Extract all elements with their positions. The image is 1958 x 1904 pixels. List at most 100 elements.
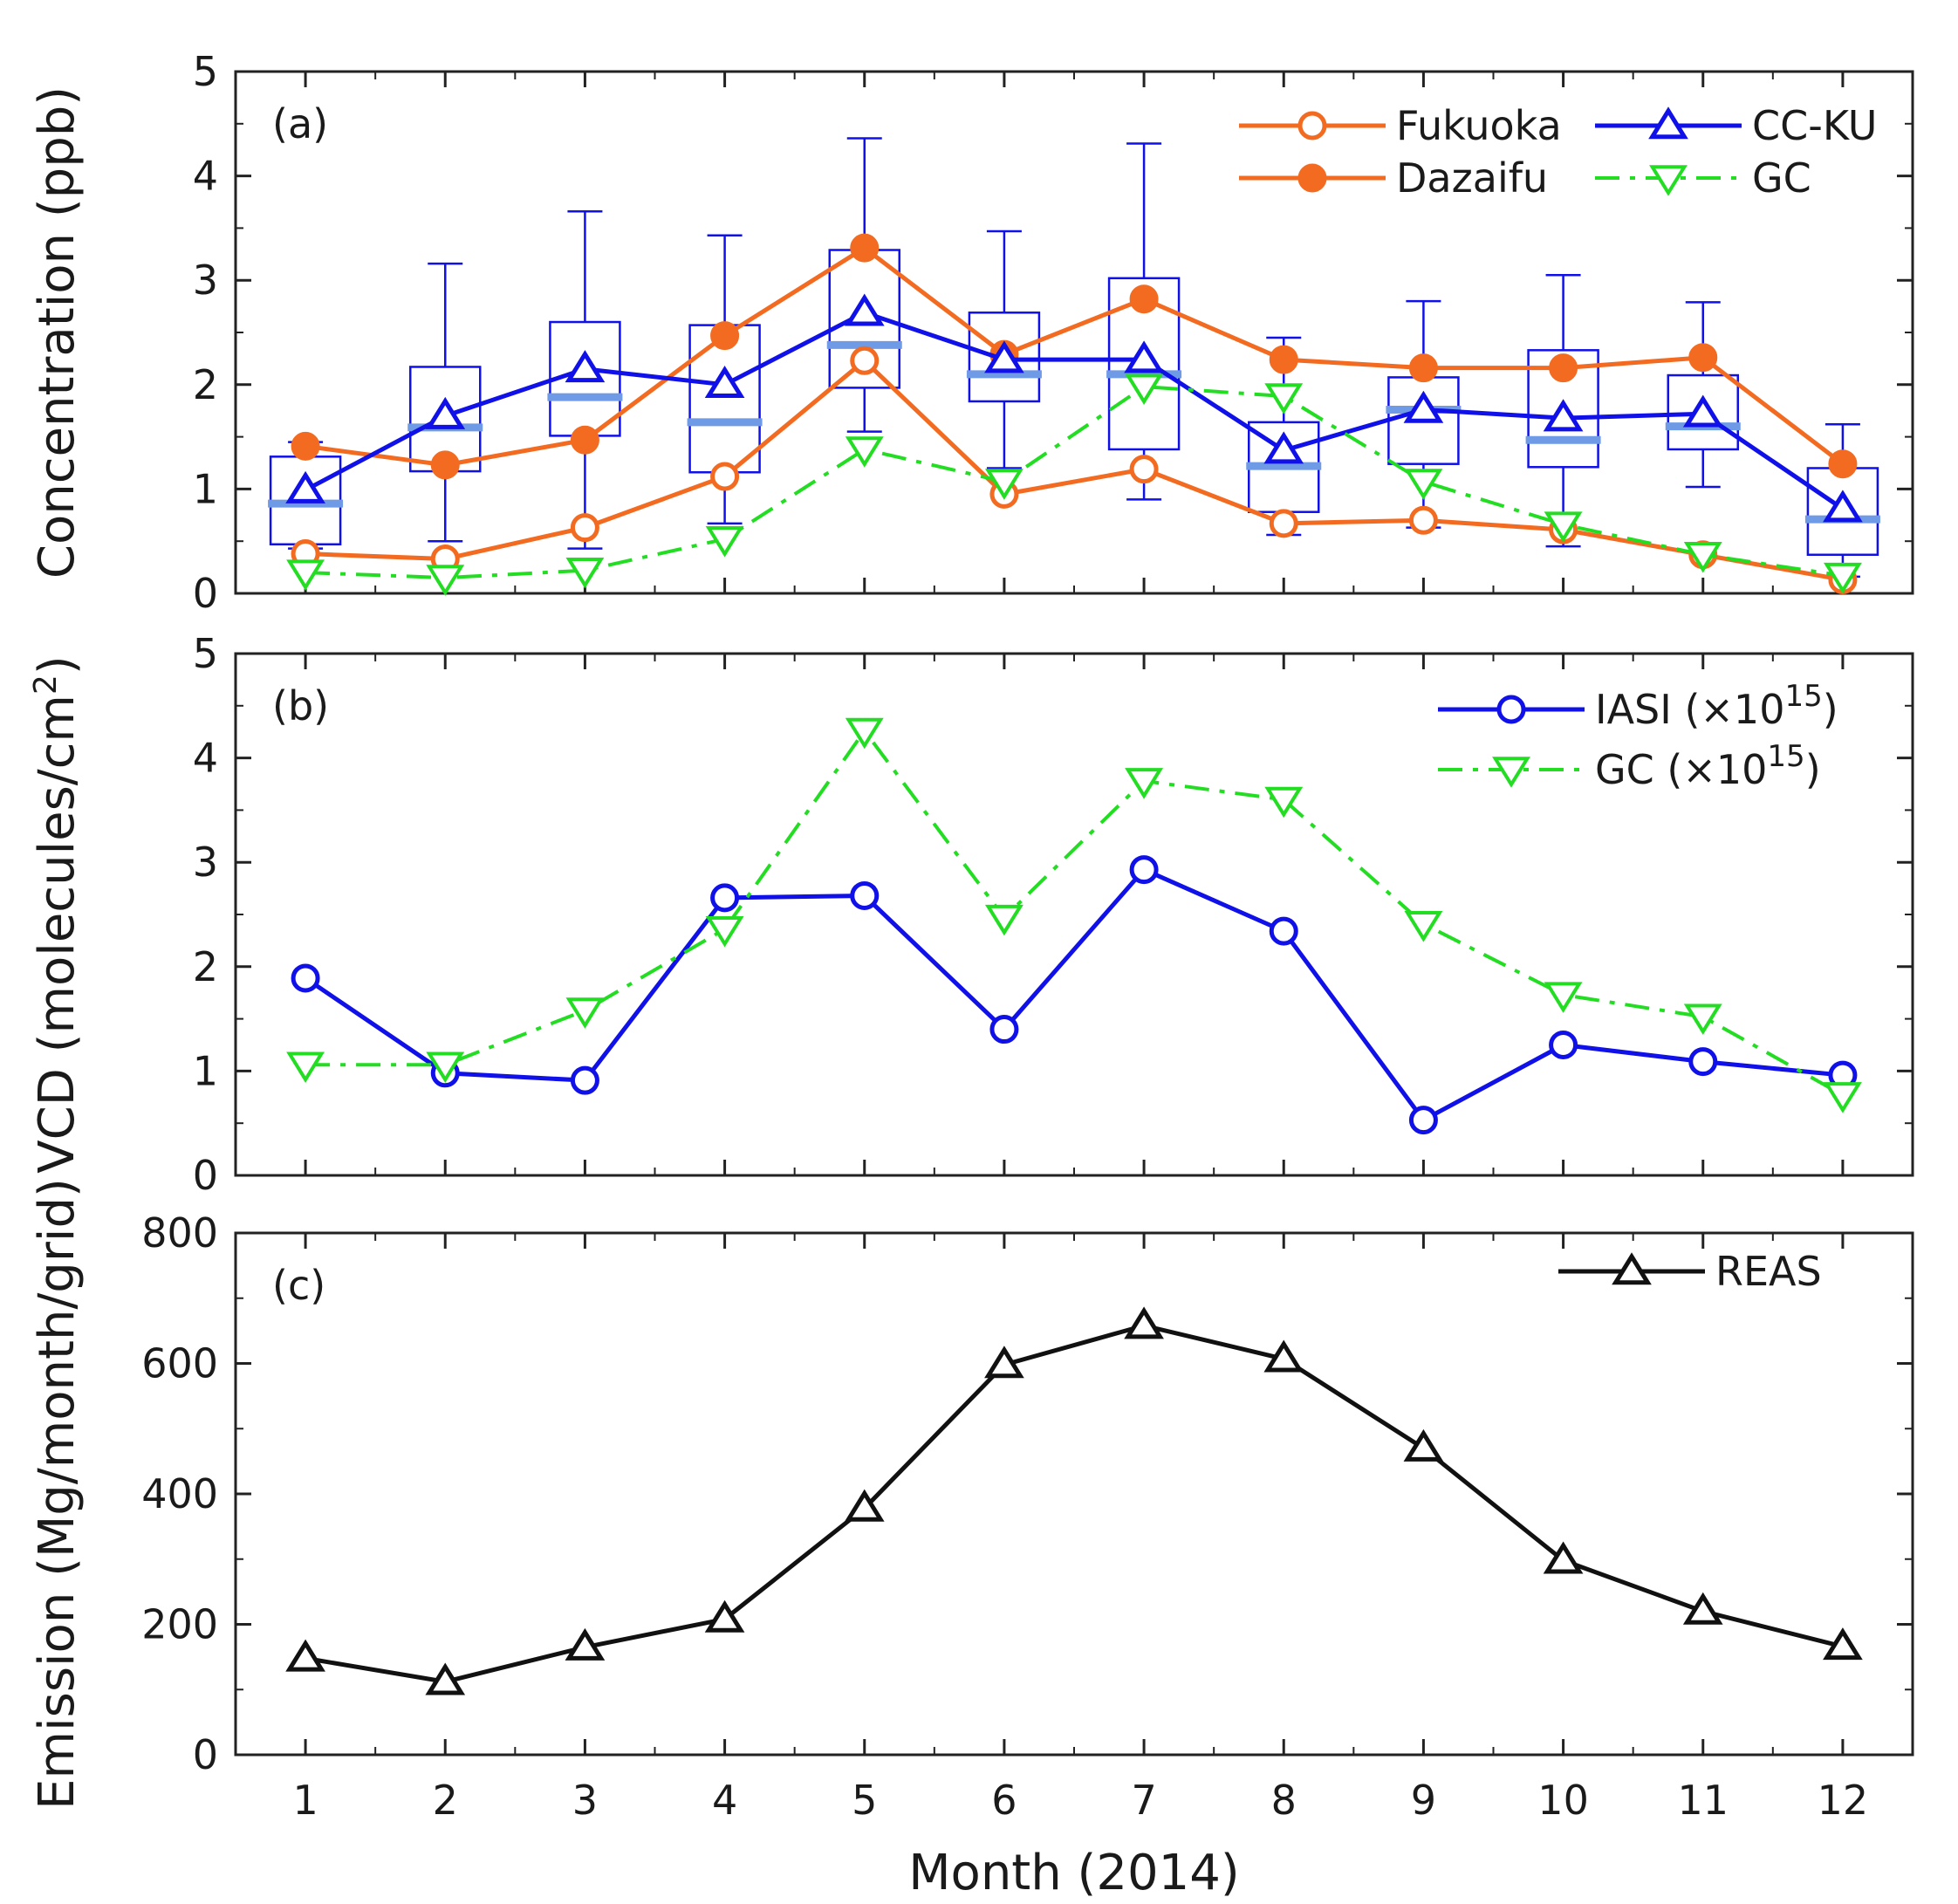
data-point [430,450,460,480]
legend-label: GC (×1015) [1595,739,1821,793]
data-point [1683,541,1722,573]
x-tick-label: 2 [433,1777,458,1824]
data-point [984,1346,1024,1379]
data-point-shape [570,513,599,543]
x-tick-label: 4 [712,1777,737,1824]
y-tick-label: 200 [141,1601,218,1648]
data-point [1403,1428,1444,1462]
data-point-shape [850,233,880,263]
data-point-shape [989,1015,1019,1044]
data-point [285,1639,325,1672]
series-fukuoka [291,346,1858,594]
data-point [984,469,1024,500]
legend-label-name: IASI [1595,686,1672,733]
data-point-shape [426,565,465,596]
y-tick-label: 0 [193,1152,218,1199]
legend-label-sup: 15 [1767,739,1804,774]
legend-label-suffix: (×10 [1684,686,1784,733]
legend-marker-shape [1297,163,1327,193]
data-point-shape [1688,1047,1718,1077]
data-point-shape [565,1627,606,1661]
box-iqr [1667,373,1739,451]
legend: Fukuoka Dazaifu CC-KU GC [1239,102,1877,202]
y-tick-label: 600 [141,1340,218,1387]
legend-label-name: Dazaifu [1396,154,1548,202]
data-point-shape [291,963,320,993]
data-point [710,883,740,913]
series-line [305,245,1845,468]
data-point [1129,855,1159,885]
data-point-shape [1269,345,1298,374]
data-point-shape [425,396,466,429]
data-point-shape [984,904,1024,936]
legend-label: GC [1752,154,1811,202]
data-point-shape [1264,383,1304,414]
plot-frame [234,70,1914,595]
data-point [1263,1339,1304,1373]
data-point [285,470,325,503]
data-point [705,526,744,558]
data-point [845,717,884,750]
data-point-shape [1408,353,1438,383]
data-point-shape [286,1051,325,1084]
x-tick-label: 3 [572,1777,598,1824]
y-tick-label: 2 [193,361,218,408]
data-point [850,880,880,910]
x-tick-label: 7 [1131,1777,1156,1824]
data-point [1404,911,1443,942]
box-iqr [1107,277,1181,451]
legend-label-suffix [1672,686,1685,733]
data-point-shape [565,350,606,383]
data-point-shape [1129,855,1159,885]
data-point [1125,373,1164,406]
data-point-shape [1823,1082,1862,1113]
legend-marker-shape [1492,757,1530,788]
y-tick-label: 0 [193,570,218,617]
legend-label: IASI (×1015) [1595,679,1838,733]
series-gc [286,373,1862,596]
data-point [1823,490,1863,523]
series-iasi [291,855,1858,1135]
y-axis-label-end: ) [29,655,86,675]
legend-entry: IASI (×1015) [1438,679,1838,733]
legend-label-name: GC [1595,746,1654,793]
data-point-shape [1823,562,1862,594]
y-axis-label-text: Emission (Mg/month/grid) [29,1178,86,1810]
legend-label: REAS [1715,1248,1822,1295]
data-point-shape [984,340,1024,373]
y-axis-label: Emission (Mg/month/grid) [29,1178,86,1810]
data-point-shape [570,1065,599,1095]
legend-label: Dazaifu [1396,154,1548,202]
data-point-shape [565,997,605,1029]
data-point [570,1065,599,1095]
legend-marker [1492,757,1530,788]
x-tick-label: 9 [1411,1777,1436,1824]
y-tick-label: 3 [193,257,218,304]
box-iqr [1527,349,1599,469]
panel-label: (b) [272,682,329,729]
legend-entry: CC-KU [1595,102,1877,149]
x-tick-label: 5 [852,1777,877,1824]
data-point-shape [710,462,740,491]
x-axis-label: Month (2014) [908,1845,1240,1901]
data-point [1543,399,1584,432]
data-point-shape [1264,786,1304,818]
legend-marker [1496,695,1526,724]
y-tick-label: 0 [193,1731,218,1778]
y-tick-label: 1 [193,1047,218,1094]
data-point [1688,1047,1718,1077]
data-point [286,559,325,591]
legend-marker [1649,165,1688,196]
data-point-shape [1404,469,1443,500]
data-point [1404,469,1443,500]
legend-label-sup: 15 [1784,679,1822,714]
data-point-shape [845,717,884,750]
data-point-shape [1129,284,1159,314]
data-point-shape [1688,343,1718,373]
data-point-shape [1404,911,1443,942]
x-tick-label: 8 [1271,1777,1297,1824]
data-point [1269,509,1298,538]
series-line [305,1323,1844,1684]
